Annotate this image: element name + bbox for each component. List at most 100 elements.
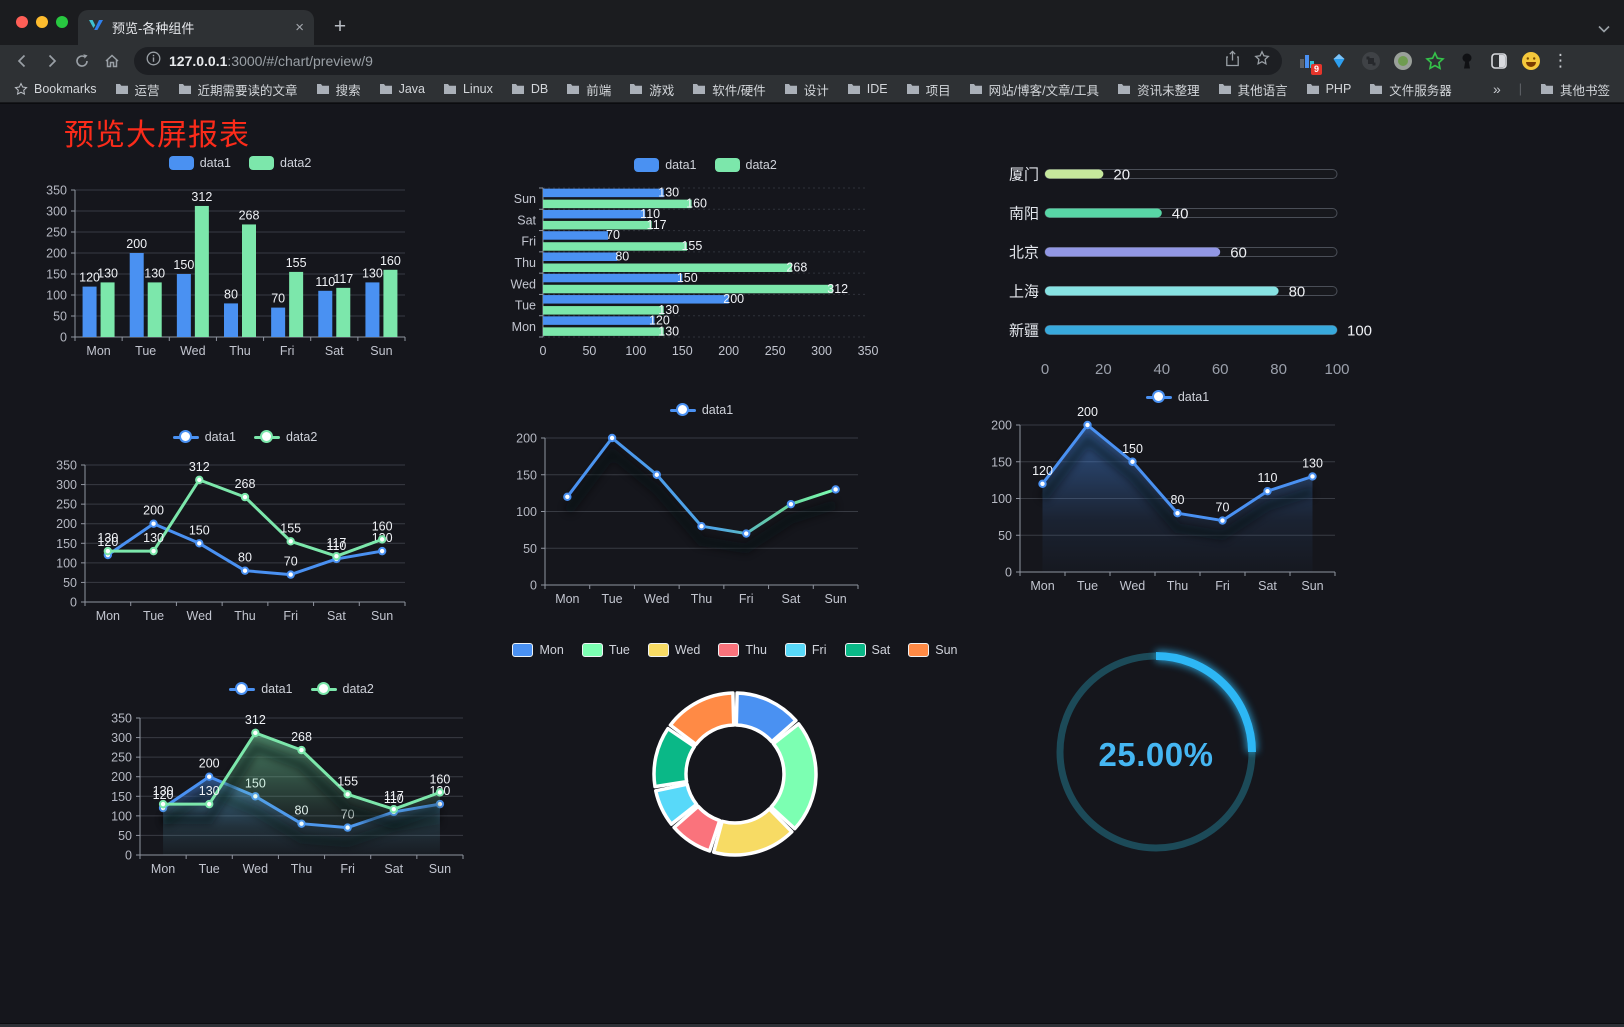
legend-item-data1[interactable]: data1 (634, 158, 697, 172)
url-text[interactable]: 127.0.0.1:3000/#/chart/preview/9 (169, 53, 1217, 69)
pie-slice-Sat[interactable] (652, 726, 697, 789)
hbar[interactable] (543, 188, 664, 198)
hbar[interactable] (543, 273, 683, 283)
bookmark-item[interactable]: Linux (443, 80, 493, 99)
progress-fill-新疆[interactable] (1045, 325, 1337, 335)
bookmark-item[interactable]: PHP (1306, 80, 1351, 99)
svg-text:Mon: Mon (1030, 579, 1054, 593)
legend-item-Fri[interactable]: Fri (784, 643, 827, 657)
hbar[interactable] (543, 284, 833, 294)
browser-menu-icon[interactable]: ⋮ (1552, 50, 1569, 70)
legend-item-Sat[interactable]: Sat (844, 643, 890, 657)
line-series-data1[interactable]: 120 200 150 80 70 110 130 (1032, 405, 1323, 525)
legend-item-Sun[interactable]: Sun (908, 643, 958, 657)
hbar[interactable] (543, 327, 664, 336)
legend-item-Tue[interactable]: Tue (581, 643, 630, 657)
pie-slice-Tue[interactable] (769, 722, 818, 831)
progress-fill-北京[interactable] (1045, 247, 1221, 257)
bookmark-item[interactable]: 近期需要读的文章 (178, 80, 298, 99)
pie-slice-Sun[interactable] (668, 691, 736, 747)
gauge-progress-arc[interactable] (1155, 652, 1256, 753)
hbar[interactable] (543, 263, 792, 273)
legend-item-data1[interactable]: data1 (172, 430, 236, 444)
tab-search-chevron-icon[interactable] (1598, 20, 1610, 38)
legend-item-data1[interactable]: data1 (1145, 390, 1209, 404)
bookmark-item[interactable]: 网站/博客/文章/工具 (969, 80, 1099, 99)
bookmark-item[interactable]: IDE (847, 80, 888, 99)
bookmark-item[interactable]: 前端 (566, 80, 611, 99)
legend-item-data1[interactable]: data1 (168, 156, 231, 170)
line-series-data2[interactable]: 130 130 312 268 155 117 160 (153, 713, 451, 814)
hbar[interactable] (543, 252, 618, 262)
green-star-extension-icon[interactable] (1424, 50, 1446, 72)
legend-item-Wed[interactable]: Wed (647, 643, 700, 657)
pie-slice-Fri[interactable] (654, 782, 699, 826)
green-dot-extension-icon[interactable] (1392, 50, 1414, 72)
hbar[interactable] (543, 306, 664, 315)
area-line-chart: data1 0 50 100 150 200 Mon Tue Wed Thu Fri Sat Sun 12… (985, 388, 1350, 600)
address-bar[interactable]: 127.0.0.1:3000/#/chart/preview/9 (134, 46, 1282, 75)
legend-item-Mon[interactable]: Mon (512, 643, 564, 657)
pie-slice-Thu[interactable] (672, 804, 722, 853)
zoom-window-button[interactable] (56, 16, 68, 28)
gem-extension-icon[interactable] (1328, 50, 1350, 72)
svg-text:200: 200 (516, 432, 537, 446)
pin-extension-icon[interactable] (1456, 50, 1478, 72)
line-series-data1[interactable] (563, 433, 840, 538)
bookmark-item[interactable]: Java (379, 80, 425, 99)
emoji-extension-icon[interactable] (1520, 50, 1542, 72)
progress-fill-南阳[interactable] (1045, 208, 1162, 218)
legend-item-data2[interactable]: data2 (249, 156, 311, 170)
bookmark-item[interactable]: 文件服务器 (1369, 80, 1452, 99)
bookmark-star-icon[interactable] (1254, 50, 1270, 71)
bookmark-item[interactable]: 设计 (784, 80, 829, 99)
line-series-data1[interactable]: 120 200 150 80 70 110 130 (97, 504, 393, 579)
tab-close-icon[interactable]: × (295, 19, 304, 36)
share-icon[interactable] (1225, 49, 1240, 72)
stats-extension-icon[interactable]: 9 (1296, 50, 1322, 75)
line-series-data2[interactable]: 130 130 312 268 155 117 160 (97, 460, 393, 561)
home-button[interactable] (98, 47, 126, 75)
hbar[interactable] (543, 242, 687, 251)
progress-fill-上海[interactable] (1045, 286, 1279, 296)
bookmark-item[interactable]: DB (511, 80, 548, 99)
progress-fill-厦门[interactable] (1045, 169, 1104, 179)
bookmark-item[interactable]: 软件/硬件 (692, 80, 766, 99)
legend-item-data2[interactable]: data2 (714, 158, 777, 172)
legend-item-data1[interactable]: data1 (669, 403, 733, 417)
command-extension-icon[interactable] (1360, 50, 1382, 72)
reload-button[interactable] (68, 47, 96, 75)
other-bookmarks[interactable]: 其他书签 (1540, 80, 1610, 99)
close-window-button[interactable] (16, 16, 28, 28)
hbar[interactable] (543, 199, 692, 209)
bookmark-item[interactable]: 项目 (906, 80, 951, 99)
bar-series-data1[interactable]: 120 200 150 80 70 110 130 (79, 237, 383, 337)
bookmark-item[interactable]: 搜索 (316, 80, 361, 99)
legend-item-data1[interactable]: data1 (229, 682, 293, 696)
window-controls[interactable] (16, 16, 68, 28)
bookmarks-overflow-chevron[interactable]: » (1492, 81, 1501, 97)
bookmark-item[interactable]: 其他语言 (1218, 80, 1288, 99)
minimize-window-button[interactable] (36, 16, 48, 28)
bookmark-item[interactable]: 运营 (115, 80, 160, 99)
hbar[interactable] (543, 316, 655, 325)
bar-series-data2[interactable]: 130 130 312 268 155 117 160 (97, 190, 401, 337)
half-square-extension-icon[interactable] (1488, 50, 1510, 72)
bookmark-item[interactable]: 资讯未整理 (1117, 80, 1200, 99)
browser-tab[interactable]: 预览-各种组件 × (78, 10, 314, 45)
legend-item-Thu[interactable]: Thu (718, 643, 767, 657)
back-button[interactable] (8, 47, 36, 75)
site-info-icon[interactable] (146, 51, 161, 71)
hbar[interactable] (543, 220, 652, 230)
legend-item-data2[interactable]: data2 (254, 430, 317, 444)
pie-slice-Mon[interactable] (734, 691, 798, 744)
bookmark-item[interactable]: 游戏 (629, 80, 674, 99)
forward-button[interactable] (38, 47, 66, 75)
hbar[interactable] (543, 209, 646, 219)
hbar[interactable] (543, 231, 608, 240)
pie-slice-Wed[interactable] (711, 807, 794, 857)
bookmarks-manager[interactable]: Bookmarks (14, 82, 97, 96)
new-tab-button[interactable]: + (333, 15, 347, 38)
hbar[interactable] (543, 295, 729, 304)
legend-item-data2[interactable]: data2 (310, 682, 374, 696)
